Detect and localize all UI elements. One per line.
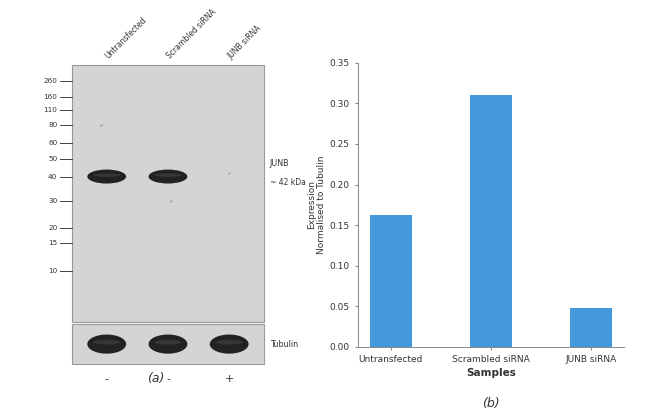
- Text: 160: 160: [44, 94, 57, 100]
- Ellipse shape: [87, 170, 126, 184]
- Text: 110: 110: [44, 107, 57, 112]
- Text: 50: 50: [48, 155, 57, 161]
- Text: 10: 10: [48, 268, 57, 273]
- Text: 260: 260: [44, 78, 57, 84]
- Text: +: +: [224, 374, 234, 384]
- Text: 80: 80: [48, 122, 57, 128]
- Text: 60: 60: [48, 140, 57, 146]
- Text: ~ 42 kDa: ~ 42 kDa: [270, 178, 306, 187]
- Text: JUNB: JUNB: [270, 159, 289, 168]
- Text: -: -: [166, 374, 170, 384]
- Text: 40: 40: [48, 173, 57, 180]
- Bar: [570, 308, 612, 347]
- Ellipse shape: [154, 173, 181, 177]
- Ellipse shape: [216, 340, 243, 344]
- Text: Scrambled siRNA: Scrambled siRNA: [165, 8, 218, 61]
- Ellipse shape: [210, 334, 249, 354]
- Text: JUNB siRNA: JUNB siRNA: [226, 24, 263, 61]
- Ellipse shape: [148, 334, 187, 354]
- Text: 30: 30: [48, 198, 57, 204]
- FancyBboxPatch shape: [72, 64, 264, 322]
- Text: Tubulin: Tubulin: [270, 339, 298, 349]
- Y-axis label: Expression
Normalised to Tubulin: Expression Normalised to Tubulin: [307, 155, 326, 254]
- Ellipse shape: [148, 170, 187, 184]
- Bar: [470, 95, 512, 347]
- Text: 15: 15: [48, 240, 57, 247]
- Text: Untransfected: Untransfected: [104, 16, 149, 61]
- Text: 20: 20: [48, 225, 57, 231]
- Ellipse shape: [93, 173, 120, 177]
- Ellipse shape: [93, 340, 120, 344]
- X-axis label: Samples: Samples: [466, 368, 515, 378]
- Ellipse shape: [87, 334, 126, 354]
- Text: -: -: [105, 374, 109, 384]
- FancyBboxPatch shape: [72, 324, 264, 364]
- Bar: [370, 214, 411, 347]
- Text: (a): (a): [148, 372, 164, 385]
- Text: (b): (b): [482, 397, 500, 410]
- Ellipse shape: [154, 340, 181, 344]
